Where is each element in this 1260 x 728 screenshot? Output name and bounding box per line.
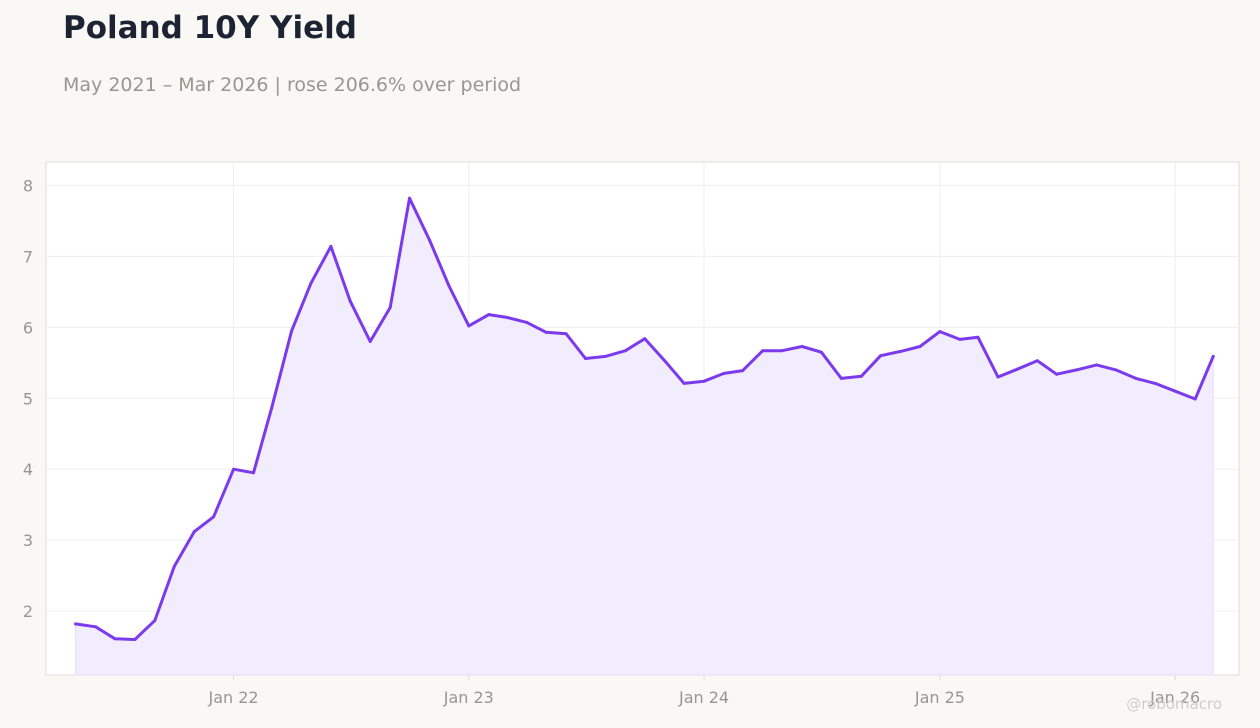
- data-point: [741, 369, 745, 373]
- data-point: [1193, 397, 1197, 401]
- data-point: [800, 345, 804, 348]
- data-point: [938, 330, 942, 334]
- data-point: [1173, 389, 1177, 393]
- data-point: [232, 467, 236, 471]
- data-point: [722, 371, 726, 375]
- data-point: [958, 337, 962, 341]
- y-tick-label: 6: [23, 318, 33, 337]
- data-point: [133, 638, 137, 641]
- data-point: [702, 379, 706, 383]
- data-point: [525, 320, 529, 324]
- data-point: [212, 515, 216, 519]
- data-point: [623, 349, 627, 353]
- x-axis-ticks: Jan 22 Jan 23 Jan 24 Jan 25 Jan 26: [207, 675, 1200, 707]
- data-point: [153, 618, 157, 622]
- data-point: [682, 381, 686, 385]
- data-point: [564, 332, 568, 336]
- series-points: [74, 196, 1215, 641]
- data-point: [252, 471, 255, 475]
- data-point: [290, 329, 294, 333]
- x-tick-label: Jan 25: [914, 688, 965, 707]
- data-point: [996, 375, 1000, 379]
- data-point: [1095, 363, 1099, 367]
- data-point: [113, 637, 117, 641]
- data-point: [976, 335, 980, 339]
- data-point: [819, 350, 823, 354]
- x-tick-label: Jan 24: [678, 688, 729, 707]
- data-point: [94, 625, 98, 629]
- data-point: [918, 345, 922, 348]
- data-point: [663, 359, 667, 363]
- y-axis-ticks: 2 3 4 5 6 7 8: [23, 176, 33, 621]
- y-tick-label: 2: [23, 602, 33, 621]
- data-point: [584, 357, 587, 360]
- y-tick-label: 5: [23, 389, 33, 408]
- data-point: [603, 354, 607, 358]
- data-point: [1114, 368, 1118, 372]
- data-point: [408, 196, 411, 200]
- data-point: [428, 238, 431, 242]
- data-point: [859, 374, 863, 378]
- data-point: [487, 313, 491, 317]
- watermark: @robomacro: [1126, 695, 1222, 713]
- data-point: [447, 284, 451, 287]
- data-point: [329, 244, 333, 248]
- data-point: [1055, 372, 1059, 376]
- data-point: [505, 315, 509, 319]
- data-point: [643, 337, 647, 341]
- data-point: [879, 354, 883, 358]
- data-point: [270, 406, 274, 410]
- data-point: [309, 281, 313, 285]
- x-tick-label: Jan 23: [443, 688, 494, 707]
- x-tick-label: Jan 26: [1149, 688, 1200, 707]
- data-point: [1134, 376, 1138, 380]
- chart-subtitle: May 2021 – Mar 2026 | rose 206.6% over p…: [63, 74, 522, 96]
- data-point: [1035, 359, 1039, 363]
- data-point: [172, 564, 176, 568]
- data-point: [368, 340, 372, 343]
- data-point: [544, 330, 548, 334]
- y-tick-label: 8: [23, 176, 33, 195]
- chart-title: Poland 10Y Yield: [63, 10, 357, 46]
- data-point: [899, 349, 903, 353]
- y-tick-label: 7: [23, 247, 33, 266]
- data-point: [780, 349, 784, 353]
- data-point: [348, 299, 352, 303]
- data-point: [1153, 381, 1157, 385]
- data-point: [1015, 367, 1019, 371]
- data-point: [1075, 368, 1079, 372]
- data-point: [388, 306, 392, 309]
- data-point: [839, 376, 843, 380]
- x-tick-label: Jan 22: [207, 688, 258, 707]
- y-tick-label: 4: [23, 460, 33, 479]
- data-point: [1211, 354, 1215, 358]
- data-point: [192, 530, 196, 534]
- y-tick-label: 3: [23, 531, 33, 550]
- data-point: [761, 349, 765, 353]
- data-point: [467, 324, 471, 328]
- data-point: [74, 622, 78, 626]
